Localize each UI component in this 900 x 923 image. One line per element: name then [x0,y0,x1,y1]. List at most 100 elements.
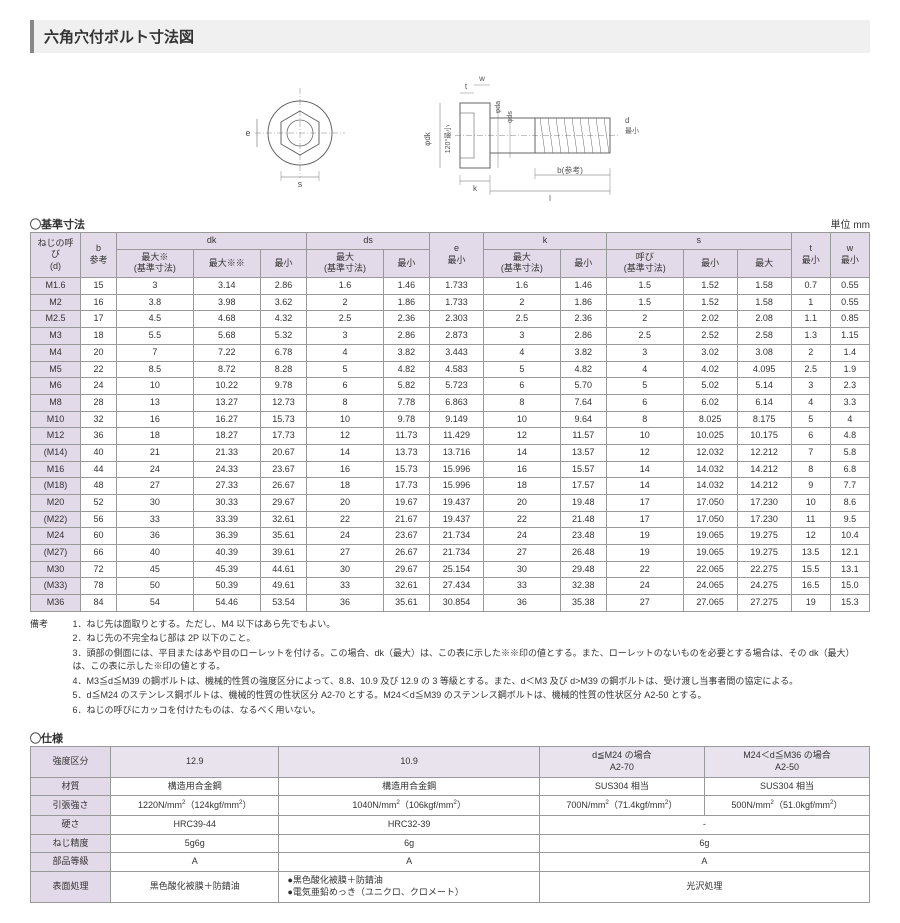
table-cell: 15.73 [260,411,306,428]
table-cell: 6.14 [737,394,791,411]
table-cell: 36.39 [193,528,260,545]
table-cell: 2 [307,294,384,311]
table-cell: 12.212 [737,444,791,461]
table-row: M12361818.2717.731211.7311.4291211.57101… [31,428,870,445]
table-cell: 22.065 [683,561,737,578]
table-cell: 10.025 [683,428,737,445]
table-cell: 13.73 [383,444,429,461]
table-cell: 17.73 [383,478,429,495]
table-cell: 11 [791,511,830,528]
table-cell: M6 [31,378,81,395]
table-cell: 12 [606,444,683,461]
table-cell: 54 [117,595,194,612]
table-cell: 2.5 [606,328,683,345]
hdr-w: w 最小 [830,233,869,278]
table-cell: 24.275 [737,578,791,595]
table-cell: 0.85 [830,311,869,328]
spec-row: ねじ精度5g6g6g6g [31,834,870,853]
spec-row: 表面処理黒色酸化被膜＋防錆油●黒色酸化被膜＋防錆油●電気亜鉛めっき（ユニクロ、ク… [31,872,870,902]
note-line: 2．ねじ先の不完全ねじ部は 2P 以下のこと。 [73,632,868,646]
table-cell: 8 [606,411,683,428]
table-cell: 50 [117,578,194,595]
table-cell: 2.86 [383,328,429,345]
table-cell: 4.583 [430,361,484,378]
table-cell: 22 [81,361,117,378]
table-cell: 1.58 [737,294,791,311]
table-cell: 30 [117,495,194,512]
table-cell: 5 [606,378,683,395]
table-row: M30724545.3944.613029.6725.1543029.48222… [31,561,870,578]
table-cell: 7.64 [560,394,606,411]
spec-cell: 光沢処理 [539,872,869,902]
table-cell: 19 [791,595,830,612]
notes-block: 備考 1．ねじ先は面取りとする。ただし、M4 以下はあら先でもよい。2．ねじ先の… [30,618,870,719]
table-cell: 17.73 [260,428,306,445]
table-cell: (M22) [31,511,81,528]
table-cell: 2.3 [830,378,869,395]
dim-subheader-cell: 最大 (基準寸法) [307,249,384,277]
table-cell: 26.48 [560,545,606,562]
dimensions-section-label: ◯基準寸法 単位 mm [30,216,870,232]
table-cell: 15.996 [430,461,484,478]
table-cell: 44.61 [260,561,306,578]
spec-cell: 部品等級 [31,853,111,872]
table-cell: 14 [484,444,561,461]
table-cell: 78 [81,578,117,595]
table-cell: M12 [31,428,81,445]
table-cell: 13.27 [193,394,260,411]
spec-cell: 構造用合金鋼 [111,777,279,796]
table-cell: 5.32 [260,328,306,345]
table-cell: 2.36 [560,311,606,328]
table-cell: 21.67 [383,511,429,528]
table-cell: 16 [81,294,117,311]
table-row: M20523030.3329.672019.6719.4372019.48171… [31,495,870,512]
table-cell: 3.82 [383,344,429,361]
spec-cell: 材質 [31,777,111,796]
table-cell: 2.02 [683,311,737,328]
table-row: M3185.55.685.3232.862.87332.862.52.522.5… [31,328,870,345]
table-cell: 0.55 [830,294,869,311]
table-cell: 24.33 [193,461,260,478]
diagram-label-t: t [465,82,468,91]
spec-cell: 引張強さ [31,796,111,816]
table-cell: 4.32 [260,311,306,328]
spec-row: 引張強さ1220N/mm2（124kgf/mm2）1040N/mm2（106kg… [31,796,870,816]
spec-cell: 6g [539,834,869,853]
table-cell: 4.095 [737,361,791,378]
table-cell: 32.38 [560,578,606,595]
table-cell: 15.0 [830,578,869,595]
table-cell: 12.032 [683,444,737,461]
bolt-diagram: s e φdk 120°最小 [30,63,870,206]
table-cell: 0.7 [791,278,830,295]
table-cell: 32.61 [260,511,306,528]
table-cell: 2.303 [430,311,484,328]
table-cell: M24 [31,528,81,545]
table-cell: 27 [307,545,384,562]
table-cell: 22 [606,561,683,578]
table-cell: 4.82 [560,361,606,378]
table-cell: M10 [31,411,81,428]
table-cell: 18 [117,428,194,445]
diagram-label-120: 120°最小 [443,125,452,153]
spec-header-row: 強度区分12.910.9d≦M24 の場合 A2-70M24＜d≦M36 の場合… [31,747,870,777]
table-cell: 5.8 [830,444,869,461]
table-cell: 16.27 [193,411,260,428]
table-cell: 30.854 [430,595,484,612]
table-cell: 32 [81,411,117,428]
dim-subheader-cell: 呼び (基準寸法) [606,249,683,277]
table-row: (M27)664040.3939.612726.6721.7342726.481… [31,545,870,562]
table-cell: 29.67 [383,561,429,578]
table-cell: 17 [81,311,117,328]
table-cell: 7.78 [383,394,429,411]
table-cell: 33 [484,578,561,595]
table-cell: 35.38 [560,595,606,612]
table-cell: 13 [117,394,194,411]
hdr-s: s [606,233,791,250]
table-cell: 27.065 [683,595,737,612]
spec-cell: HRC32-39 [279,816,539,835]
table-cell: 7 [791,444,830,461]
table-cell: 16.5 [791,578,830,595]
table-cell: (M33) [31,578,81,595]
table-cell: 4 [791,394,830,411]
table-cell: 20 [307,495,384,512]
